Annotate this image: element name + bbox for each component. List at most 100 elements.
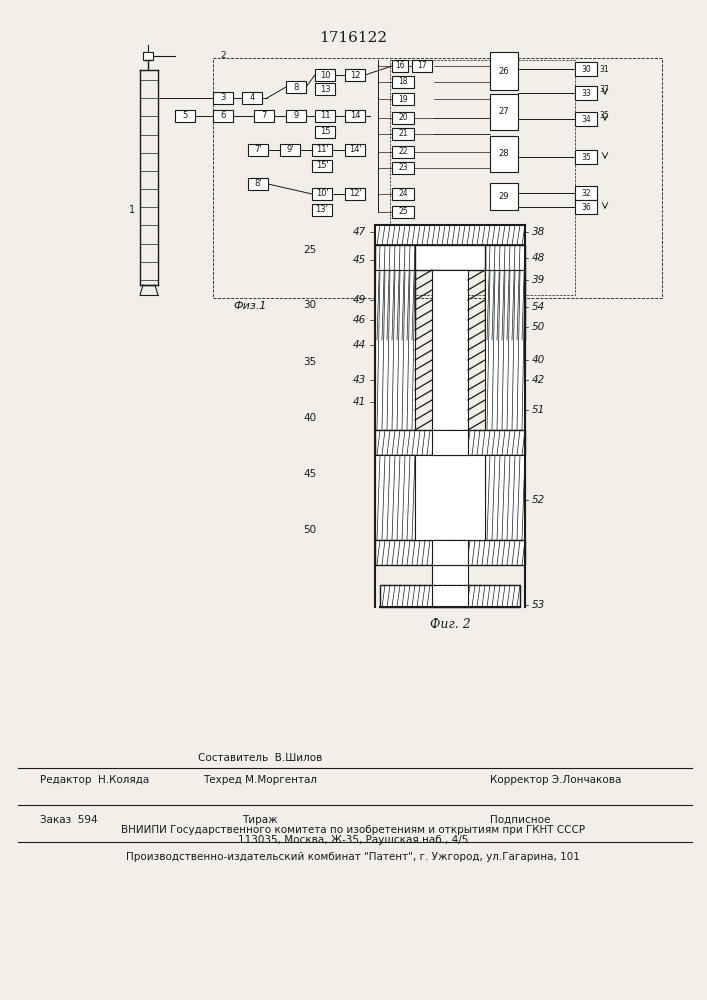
Text: Физ.1: Физ.1 (233, 301, 267, 311)
Bar (312, 188, 332, 200)
Text: 5: 5 (182, 111, 187, 120)
Bar (392, 60, 408, 72)
Text: 14: 14 (350, 111, 361, 120)
Text: 19: 19 (398, 95, 408, 104)
Bar (242, 92, 262, 104)
Bar (575, 186, 597, 200)
Text: 35: 35 (599, 111, 609, 120)
Bar (485, 245, 525, 340)
Text: Корректор Э.Лончакова: Корректор Э.Лончакова (490, 775, 621, 785)
Bar (380, 585, 520, 607)
Text: 4: 4 (250, 94, 255, 103)
Text: 45: 45 (303, 469, 317, 479)
Text: 32: 32 (581, 188, 591, 198)
Bar (392, 128, 414, 140)
Bar (432, 270, 468, 430)
Bar (432, 430, 468, 455)
Text: 15: 15 (320, 127, 330, 136)
Bar (390, 60, 575, 295)
Text: 7: 7 (262, 111, 267, 120)
Text: 25: 25 (303, 245, 317, 255)
Bar (315, 126, 335, 138)
Text: 23: 23 (398, 163, 408, 172)
Bar (432, 565, 468, 585)
Text: 9: 9 (293, 111, 298, 120)
Text: 44: 44 (353, 340, 366, 350)
Text: 13: 13 (320, 85, 330, 94)
Bar (575, 150, 597, 164)
Text: 35: 35 (581, 152, 591, 161)
Text: 34: 34 (581, 114, 591, 123)
Bar (375, 270, 415, 430)
Text: 50: 50 (532, 322, 545, 332)
Text: 24: 24 (398, 190, 408, 198)
Text: 3: 3 (221, 94, 226, 103)
Text: 48: 48 (532, 253, 545, 263)
Bar (345, 110, 365, 122)
Text: Тираж: Тираж (243, 815, 278, 825)
Text: 21: 21 (398, 129, 408, 138)
Bar (248, 178, 268, 190)
Bar (485, 455, 525, 540)
Bar (392, 76, 414, 88)
Text: 113035, Москва, Ж-35, Раушская наб., 4/5: 113035, Москва, Ж-35, Раушская наб., 4/5 (238, 835, 468, 845)
Text: Редактор  Н.Коляда: Редактор Н.Коляда (40, 775, 149, 785)
Text: 11': 11' (315, 145, 328, 154)
Bar (392, 112, 414, 124)
Bar (175, 110, 195, 122)
Text: 26: 26 (498, 66, 509, 76)
Text: Подписное: Подписное (490, 815, 550, 825)
Text: 18: 18 (398, 78, 408, 87)
Bar (392, 93, 414, 105)
Bar (392, 188, 414, 200)
Text: 17: 17 (417, 62, 427, 70)
Text: 40: 40 (303, 413, 317, 423)
Text: 29: 29 (498, 192, 509, 201)
Text: 54: 54 (532, 302, 545, 312)
Bar (575, 200, 597, 214)
Text: 12: 12 (350, 70, 361, 80)
Text: 20: 20 (398, 113, 408, 122)
Text: 15': 15' (315, 161, 328, 170)
Bar (345, 188, 365, 200)
Bar (345, 144, 365, 156)
Bar (415, 245, 485, 270)
Bar (286, 110, 306, 122)
Bar (575, 112, 597, 126)
Bar (213, 110, 233, 122)
Text: 13': 13' (315, 206, 329, 215)
Text: Составитель  В.Шилов: Составитель В.Шилов (198, 753, 322, 763)
Text: 42: 42 (532, 375, 545, 385)
Bar (254, 110, 274, 122)
Bar (392, 206, 414, 218)
Text: 30: 30 (581, 64, 591, 74)
Text: 46: 46 (353, 315, 366, 325)
Text: 40: 40 (532, 355, 545, 365)
Text: 30: 30 (303, 300, 317, 310)
Text: Техред М.Моргентал: Техред М.Моргентал (203, 775, 317, 785)
Bar (286, 81, 306, 93)
Text: 7': 7' (255, 145, 262, 154)
Text: 45: 45 (353, 255, 366, 265)
Text: 14': 14' (349, 145, 361, 154)
Text: 22: 22 (398, 147, 408, 156)
Bar (490, 52, 518, 90)
Text: 8: 8 (293, 83, 298, 92)
Text: 36: 36 (581, 202, 591, 212)
Text: Фиг. 2: Фиг. 2 (430, 618, 470, 632)
Text: 1: 1 (129, 205, 135, 215)
Text: 33: 33 (581, 89, 591, 98)
Bar (432, 585, 468, 607)
Text: 43: 43 (353, 375, 366, 385)
Bar (375, 430, 525, 455)
Bar (392, 146, 414, 158)
Text: ВНИИПИ Государственного комитета по изобретениям и открытиям при ГКНТ СССР: ВНИИПИ Государственного комитета по изоб… (121, 825, 585, 835)
Bar (315, 69, 335, 81)
Bar (490, 136, 518, 172)
Text: Заказ  594: Заказ 594 (40, 815, 98, 825)
Text: 28: 28 (498, 149, 509, 158)
Bar (248, 144, 268, 156)
Bar (312, 204, 332, 216)
Text: 31: 31 (599, 64, 609, 74)
Text: 47: 47 (353, 227, 366, 237)
